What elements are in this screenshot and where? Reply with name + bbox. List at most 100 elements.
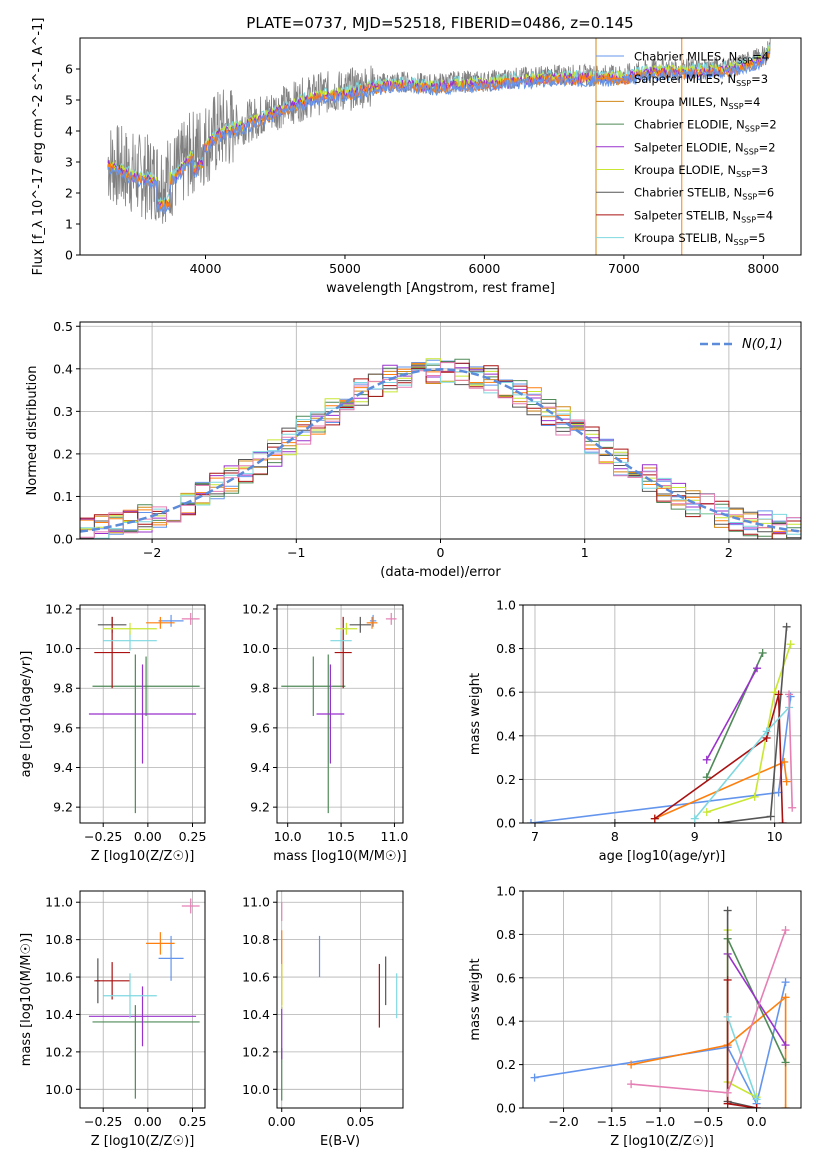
gaussian-curve: [80, 368, 801, 533]
legend-subscript: SSP: [736, 79, 751, 88]
y-tick-label: 0.1: [53, 489, 73, 504]
legend-subscript: SSP: [729, 102, 744, 111]
legend-text: Chabrier STELIB, N: [634, 186, 742, 200]
x-tick-label: 2: [725, 545, 733, 560]
legend-label: Kroupa MILES, NSSP=4: [634, 95, 760, 111]
weight-line: [788, 694, 793, 808]
y-axis-label: mass weight: [468, 673, 483, 755]
legend-count: =4: [756, 208, 773, 222]
mass-vs-metallicity-panel: −0.25 0.00 0.25 10.0 10.2 10.4 10.6 10.8 11.0 Z […: [19, 890, 207, 1149]
y-tick-label: 0.0: [496, 1101, 516, 1116]
plot-area: [530, 906, 790, 1108]
y-tick-label: 10.2: [242, 601, 270, 616]
plot-area: [88, 898, 200, 1099]
x-tick-label: 10.5: [327, 829, 355, 844]
y-tick-label: 0: [65, 248, 73, 263]
age-vs-mass-panel: 10.0 10.5 11.0 9.2 9.4 9.6 9.8 10.0 10.2 mass [lo…: [242, 601, 408, 864]
y-tick-label: 1.0: [496, 884, 516, 899]
y-tick-label: 0.6: [496, 970, 516, 985]
legend-label: Chabrier STELIB, NSSP=6: [634, 186, 774, 202]
y-tick-label: 5: [65, 93, 73, 108]
plot-area: [281, 612, 397, 814]
x-tick-label: 5000: [329, 261, 361, 276]
x-tick-label: 8000: [747, 261, 779, 276]
x-tick-label: 0.05: [347, 1114, 375, 1129]
axes-frame: [79, 604, 206, 824]
legend-subscript: SSP: [745, 125, 760, 134]
x-axis-label: Z [log10(Z/Z☉)]: [610, 1134, 714, 1149]
x-axis-label: E(B-V): [320, 1134, 360, 1149]
legend-text: Kroupa MILES, N: [634, 95, 729, 109]
legend-count: =5: [749, 231, 766, 245]
x-tick-label: 0.25: [179, 1114, 207, 1129]
x-tick-label: 10: [767, 829, 783, 844]
y-tick-label: 0.2: [496, 1057, 516, 1072]
y-tick-label: 10.4: [45, 1007, 73, 1022]
plot-area: [526, 622, 797, 823]
legend-subscript: SSP: [742, 193, 757, 202]
y-tick-label: 10.8: [45, 932, 73, 947]
x-tick-label: 10.0: [274, 829, 302, 844]
legend-subscript: SSP: [744, 147, 759, 156]
y-tick-label: 3: [65, 155, 73, 170]
x-tick-label: 0.25: [179, 829, 207, 844]
x-tick-label: 0.0: [747, 1114, 767, 1129]
plot-area: [80, 358, 801, 539]
y-tick-label: 11.0: [242, 895, 270, 910]
y-tick-label: 10.8: [242, 932, 270, 947]
y-tick-label: 10.2: [45, 601, 73, 616]
y-tick-label: 1: [65, 217, 73, 232]
legend-subscript: SSP: [741, 215, 756, 224]
x-tick-label: 7000: [608, 261, 640, 276]
x-tick-label: −1: [287, 545, 305, 560]
x-tick-label: −0.5: [693, 1114, 723, 1129]
legend-subscript: SSP: [737, 57, 752, 66]
x-tick-label: −1.5: [597, 1114, 627, 1129]
y-tick-label: 9.2: [53, 800, 73, 815]
x-axis-label: Z [log10(Z/Z☉)]: [91, 1134, 195, 1149]
legend-subscript: SSP: [734, 238, 749, 247]
x-tick-label: 4000: [190, 261, 222, 276]
y-axis-label: Normed distribution: [25, 366, 40, 496]
y-axis-label: Flux [f_λ 10^-17 erg cm^-2 s^-1 A^-1]: [31, 18, 46, 276]
y-tick-label: 1.0: [496, 598, 516, 613]
y-tick-label: 10.0: [242, 1082, 270, 1097]
x-tick-label: 9: [691, 829, 699, 844]
weight-vs-metallicity-panel: −2.0 −1.5 −1.0 −0.5 0.0 0.0 0.2 0.4 0.6 0.8 1.0 Z […: [468, 884, 802, 1149]
y-tick-label: 0.4: [496, 1014, 516, 1029]
y-tick-label: 11.0: [45, 895, 73, 910]
y-tick-label: 0.5: [53, 319, 73, 334]
legend-count: =2: [760, 118, 777, 132]
mass-vs-ebv-panel: 0.00 0.05 10.0 10.2 10.4 10.6 10.8 11.0 E(B-V): [242, 890, 404, 1149]
legend-label: Kroupa ELODIE, NSSP=3: [634, 163, 768, 179]
plot-area: [281, 902, 398, 1101]
x-tick-label: 11.0: [381, 829, 409, 844]
y-tick-label: 0.2: [53, 446, 73, 461]
axes-frame: [79, 37, 802, 256]
x-tick-label: 1: [581, 545, 589, 560]
y-tick-label: 0.4: [496, 728, 516, 743]
legend-subscript: SSP: [736, 170, 751, 179]
y-tick-label: 9.4: [250, 760, 270, 775]
axes-frame: [522, 890, 802, 1109]
spectrum-panel: 4000 5000 6000 7000 8000 0 1 2 3 4 5 6 wavelength [A…: [31, 18, 802, 296]
weight-vs-age-panel: 7 8 9 10 0.0 0.2 0.4 0.6 0.8 1.0 age [log10(age/yr…: [468, 598, 802, 864]
axes-frame: [79, 890, 206, 1109]
y-axis-label: age [log10(age/yr)]: [19, 651, 34, 778]
axes-frame: [276, 890, 404, 1109]
y-tick-label: 0.0: [53, 532, 73, 547]
x-tick-label: 0.00: [268, 1114, 296, 1129]
y-tick-label: 9.2: [250, 800, 270, 815]
weight-line: [705, 667, 758, 761]
model-spectrum-line: [107, 50, 771, 215]
x-tick-label: −1.0: [645, 1114, 675, 1129]
x-tick-label: −0.25: [84, 1114, 122, 1129]
x-axis-label: wavelength [Angstrom, rest frame]: [326, 281, 555, 296]
x-tick-label: −2.0: [548, 1114, 578, 1129]
axes-frame: [276, 604, 404, 824]
y-tick-label: 6: [65, 62, 73, 77]
weight-line: [530, 696, 792, 823]
weight-line: [614, 626, 788, 823]
weight-line: [726, 930, 757, 1098]
x-axis-label: age [log10(age/yr)]: [599, 849, 726, 864]
